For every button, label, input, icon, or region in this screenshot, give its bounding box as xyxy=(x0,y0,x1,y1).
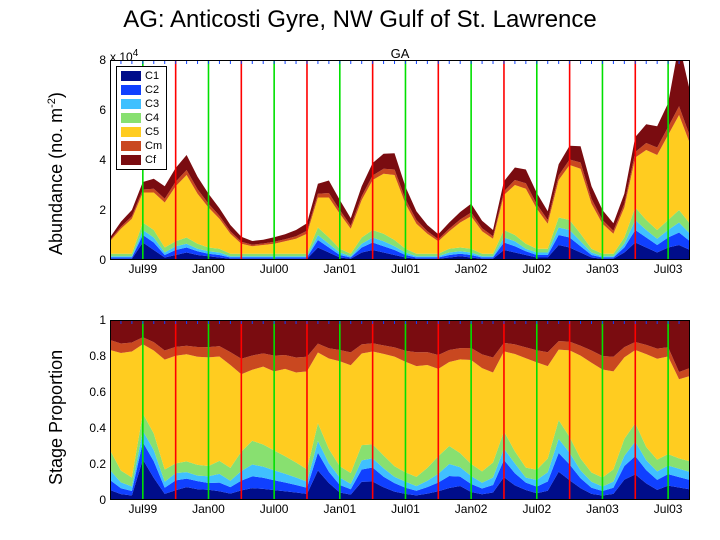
xtick: Jan03 xyxy=(586,500,619,516)
xtick: Jan01 xyxy=(323,260,356,276)
xtick: Jul00 xyxy=(260,260,289,276)
legend-row: Cf xyxy=(121,153,162,167)
xtick: Jul00 xyxy=(260,500,289,516)
ytick: 0.4 xyxy=(89,421,110,435)
legend-label: Cf xyxy=(145,153,156,167)
abundance-plot: GA x 104 C1C2C3C4C5CmCf 02468Jul99Jan00J… xyxy=(110,60,690,260)
xtick: Jul03 xyxy=(654,500,683,516)
xtick: Jul02 xyxy=(522,500,551,516)
xtick: Jan03 xyxy=(586,260,619,276)
xtick: Jan02 xyxy=(455,500,488,516)
ytick: 0.6 xyxy=(89,385,110,399)
axis-box-top xyxy=(110,60,690,260)
legend-label: Cm xyxy=(145,139,162,153)
legend-label: C1 xyxy=(145,69,159,83)
xtick: Jul03 xyxy=(654,260,683,276)
ytick: 0 xyxy=(99,493,110,507)
legend-label: C4 xyxy=(145,111,159,125)
legend-swatch xyxy=(121,141,141,151)
y1-label: Abundance (no. m-2) xyxy=(46,92,67,255)
legend-row: C5 xyxy=(121,125,162,139)
ytick: 4 xyxy=(99,153,110,167)
xtick: Jul01 xyxy=(391,260,420,276)
axis-box-bot xyxy=(110,320,690,500)
legend-swatch xyxy=(121,127,141,137)
legend-row: C1 xyxy=(121,69,162,83)
legend-label: C5 xyxy=(145,125,159,139)
xtick: Jul01 xyxy=(391,500,420,516)
xtick: Jan00 xyxy=(192,500,225,516)
ytick: 8 xyxy=(99,53,110,67)
legend-row: C3 xyxy=(121,97,162,111)
xtick: Jul02 xyxy=(522,260,551,276)
plot-subtitle: GA xyxy=(391,46,410,61)
legend-label: C3 xyxy=(145,97,159,111)
ytick: 0 xyxy=(99,253,110,267)
legend-row: C4 xyxy=(121,111,162,125)
xtick: Jul99 xyxy=(128,500,157,516)
legend-swatch xyxy=(121,85,141,95)
ytick: 0.8 xyxy=(89,349,110,363)
page-title: AG: Anticosti Gyre, NW Gulf of St. Lawre… xyxy=(0,6,720,34)
legend-row: C2 xyxy=(121,83,162,97)
legend-label: C2 xyxy=(145,83,159,97)
ytick: 1 xyxy=(99,313,110,327)
legend: C1C2C3C4C5CmCf xyxy=(116,66,167,170)
ytick: 2 xyxy=(99,203,110,217)
proportion-plot: 00.20.40.60.81Jul99Jan00Jul00Jan01Jul01J… xyxy=(110,320,690,500)
legend-row: Cm xyxy=(121,139,162,153)
xtick: Jan00 xyxy=(192,260,225,276)
legend-swatch xyxy=(121,71,141,81)
legend-swatch xyxy=(121,99,141,109)
ytick: 6 xyxy=(99,103,110,117)
legend-swatch xyxy=(121,155,141,165)
legend-swatch xyxy=(121,113,141,123)
xtick: Jan01 xyxy=(323,500,356,516)
y2-label: Stage Proportion xyxy=(46,350,67,485)
xtick: Jul99 xyxy=(128,260,157,276)
ytick: 0.2 xyxy=(89,457,110,471)
xtick: Jan02 xyxy=(455,260,488,276)
